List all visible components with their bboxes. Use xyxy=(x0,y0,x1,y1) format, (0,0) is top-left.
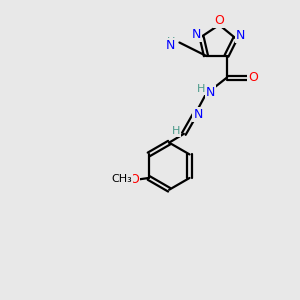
Text: N: N xyxy=(206,86,215,99)
Text: N: N xyxy=(193,108,203,121)
Text: H: H xyxy=(167,44,175,54)
Text: H: H xyxy=(167,37,175,47)
Text: N: N xyxy=(166,39,176,52)
Text: H: H xyxy=(196,84,205,94)
Text: O: O xyxy=(248,71,258,84)
Text: N: N xyxy=(236,29,245,42)
Text: N: N xyxy=(191,28,201,41)
Text: O: O xyxy=(129,173,139,186)
Text: H: H xyxy=(171,126,180,136)
Text: O: O xyxy=(214,14,224,27)
Text: CH₃: CH₃ xyxy=(111,174,132,184)
